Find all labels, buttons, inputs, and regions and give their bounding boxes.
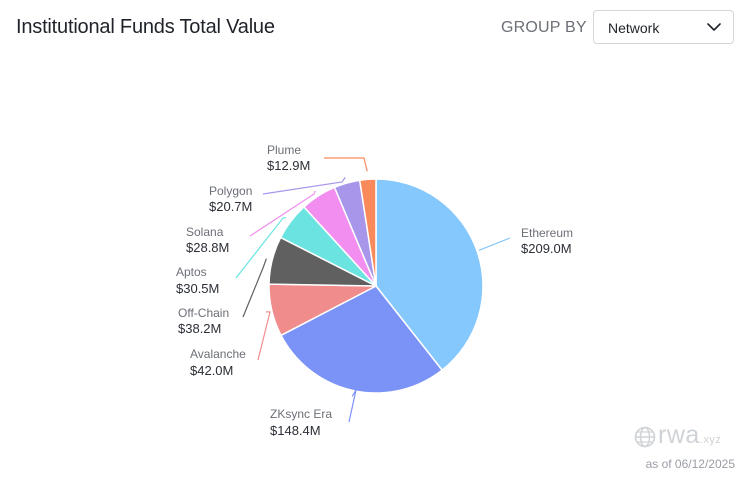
- slice-value-label: $12.9M: [267, 158, 310, 173]
- pie-slice-plume[interactable]: [358, 178, 377, 287]
- leader-line: [249, 190, 316, 237]
- leader-line: [324, 157, 368, 172]
- group-by-select[interactable]: Network: [593, 10, 734, 44]
- slice-name-label: Solana: [186, 225, 224, 239]
- leader-line: [262, 176, 346, 195]
- watermark-suffix: .xyz: [699, 434, 722, 446]
- pie-slice-zksync-era[interactable]: [280, 285, 444, 394]
- chevron-down-icon: [707, 23, 721, 31]
- as-of-date: as of 06/12/2025: [645, 457, 735, 471]
- slice-value-label: $38.2M: [178, 321, 221, 336]
- leader-line: [478, 237, 511, 251]
- slice-value-label: $148.4M: [270, 423, 321, 438]
- group-by-selected-value: Network: [608, 20, 660, 36]
- slice-name-label: Off-Chain: [178, 306, 229, 320]
- slice-name-label: Avalanche: [190, 347, 246, 361]
- rwa-watermark: rwa.xyz: [634, 421, 736, 450]
- slice-value-label: $42.0M: [190, 363, 233, 378]
- leader-line: [257, 311, 271, 361]
- pie-slice-ethereum[interactable]: [375, 178, 484, 372]
- leader-line: [242, 258, 267, 318]
- group-by-label: GROUP BY: [501, 19, 587, 36]
- slice-value-label: $28.8M: [186, 240, 229, 255]
- slice-name-label: Ethereum: [521, 226, 573, 240]
- leader-line: [348, 389, 357, 423]
- chart-title: Institutional Funds Total Value: [16, 16, 275, 38]
- slice-name-label: Plume: [267, 143, 301, 157]
- slice-value-label: $209.0M: [521, 241, 572, 256]
- watermark-brand: rwa: [658, 421, 700, 449]
- slice-value-label: $30.5M: [176, 281, 219, 296]
- globe-icon: [634, 426, 656, 448]
- slice-name-label: ZKsync Era: [270, 407, 332, 421]
- slice-value-label: $20.7M: [209, 199, 252, 214]
- slice-name-label: Aptos: [176, 265, 207, 279]
- leader-line: [235, 216, 287, 279]
- slice-name-label: Polygon: [209, 184, 252, 198]
